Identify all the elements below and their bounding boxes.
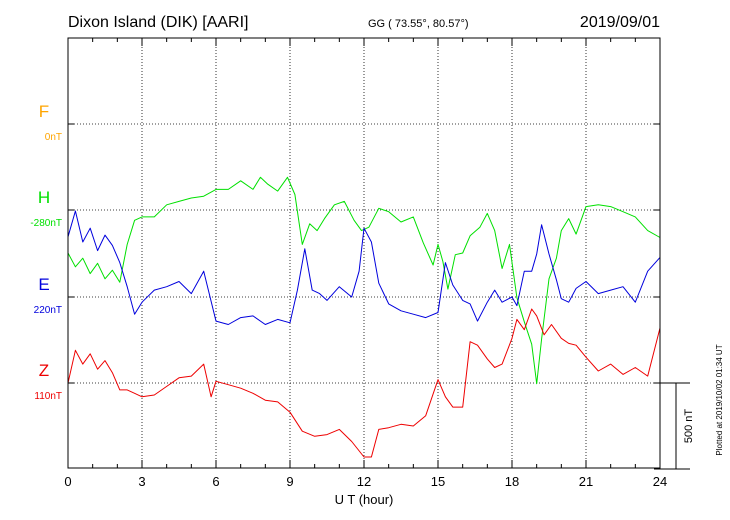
x-tick-label: 12 [357, 474, 371, 489]
scale-bar: 500 nT [654, 382, 695, 470]
series-baseline-h: -280nT [30, 218, 62, 229]
plotted-timestamp: Plotted at 2019/10/02 01:34 UT [715, 344, 724, 455]
station-title: Dixon Island (DIK) [AARI] [68, 14, 249, 31]
plot-grid [68, 38, 660, 468]
x-tick-label: 18 [505, 474, 519, 489]
series-name-f: F [39, 102, 49, 121]
geo-coordinates: GG ( 73.55°, 80.57°) [368, 18, 469, 30]
series-line-z [67, 308, 661, 458]
series-line-h [67, 176, 661, 385]
x-tick-label: 9 [286, 474, 293, 489]
scale-bar-label: 500 nT [683, 409, 695, 444]
x-tick-label: 24 [653, 474, 667, 489]
series-baseline-z: 110nT [34, 391, 62, 402]
series-name-e: E [38, 275, 49, 294]
series-traces [67, 176, 661, 458]
x-tick-label: 21 [579, 474, 593, 489]
x-tick-label: 6 [212, 474, 219, 489]
series-labels: F 0nT H -280nT E 220nT Z 110nT [30, 102, 62, 402]
series-name-z: Z [39, 361, 49, 380]
plot-frame [67, 37, 661, 469]
x-tick-label: 3 [138, 474, 145, 489]
x-axis: 0 3 6 9 12 15 18 21 24 [64, 38, 667, 489]
x-tick-label: 0 [64, 474, 71, 489]
series-name-h: H [38, 188, 50, 207]
plot-date: 2019/09/01 [580, 14, 660, 31]
series-baseline-f: 0nT [45, 132, 62, 143]
x-tick-label: 15 [431, 474, 445, 489]
series-line-e [67, 210, 661, 325]
x-axis-label: U T (hour) [335, 492, 394, 507]
series-baseline-e: 220nT [34, 305, 62, 316]
